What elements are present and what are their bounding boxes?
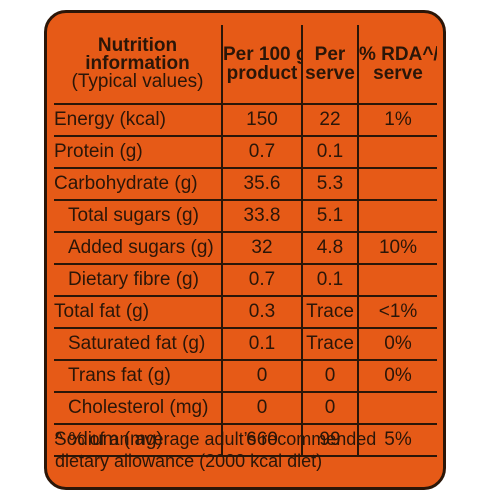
per-serve-header-line1: Per [314, 44, 346, 65]
per-100g-header-line1: Per 100 g [223, 44, 302, 65]
rda-value [357, 167, 437, 201]
nutrient-name: Cholesterol (mg) [54, 391, 223, 425]
nutrition-panel: Nutrition information (Typical values) P… [44, 10, 446, 490]
nutrient-name: Trans fat (g) [54, 359, 223, 393]
rda-value: 10% [357, 231, 437, 265]
per-serve-value: 0 [301, 359, 359, 393]
table-row: Saturated fat (g) 0.1 Trace 0% [54, 327, 437, 361]
rda-value: 5% [357, 423, 437, 457]
header-information-line: information [85, 53, 190, 74]
nutrient-name: Carbohydrate (g) [54, 167, 223, 201]
nutrient-column-header: Nutrition information (Typical values) [54, 25, 223, 105]
nutrient-name: Sodium (mg) [54, 423, 223, 457]
per-100g-column-header: Per 100 g product [221, 25, 303, 105]
table-row: Added sugars (g) 32 4.8 10% [54, 231, 437, 265]
table-row: Total fat (g) 0.3 Trace <1% [54, 295, 437, 329]
rda-footnote: ^ % of an average adult’s recommended di… [55, 428, 439, 472]
per-100g-value: 150 [221, 103, 303, 137]
table-row: Carbohydrate (g) 35.6 5.3 [54, 167, 437, 201]
nutrient-name: Saturated fat (g) [54, 327, 223, 361]
header-nutrition-line: Nutrition [97, 35, 178, 56]
per-100g-value: 0.7 [221, 135, 303, 169]
rda-value: 1% [357, 103, 437, 137]
nutrient-name: Protein (g) [54, 135, 223, 169]
rda-value [357, 199, 437, 233]
header-typical-values-line: (Typical values) [71, 71, 204, 92]
per-serve-value: Trace [301, 295, 359, 329]
per-serve-value: 0.1 [301, 135, 359, 169]
rda-value: <1% [357, 295, 437, 329]
rda-value [357, 135, 437, 169]
table-header-row: Nutrition information (Typical values) P… [54, 25, 437, 105]
rda-value: 0% [357, 327, 437, 361]
per-100g-value: 32 [221, 231, 303, 265]
rda-value [357, 263, 437, 297]
nutrition-table: Nutrition information (Typical values) P… [54, 25, 437, 457]
per-serve-header-line2: serve [305, 63, 355, 84]
per-100g-value: 0.7 [221, 263, 303, 297]
per-serve-value: Trace [301, 327, 359, 361]
nutrient-name: Added sugars (g) [54, 231, 223, 265]
rda-header-line1: % RDA^/ [359, 44, 437, 65]
table-row: Dietary fibre (g) 0.7 0.1 [54, 263, 437, 297]
per-serve-value: 0 [301, 391, 359, 425]
per-serve-value: 5.1 [301, 199, 359, 233]
per-serve-value: 4.8 [301, 231, 359, 265]
table-row: Total sugars (g) 33.8 5.1 [54, 199, 437, 233]
per-serve-value: 5.3 [301, 167, 359, 201]
nutrient-name: Energy (kcal) [54, 103, 223, 137]
per-serve-value: 99 [301, 423, 359, 457]
table-row: Energy (kcal) 150 22 1% [54, 103, 437, 137]
nutrient-name: Dietary fibre (g) [54, 263, 223, 297]
per-serve-column-header: Per serve [301, 25, 359, 105]
rda-value [357, 391, 437, 425]
table-row: Trans fat (g) 0 0 0% [54, 359, 437, 393]
per-serve-value: 22 [301, 103, 359, 137]
per-100g-value: 0 [221, 391, 303, 425]
per-100g-value: 33.8 [221, 199, 303, 233]
per-100g-value: 0 [221, 359, 303, 393]
per-100g-header-line2: product [226, 63, 298, 84]
table-row: Cholesterol (mg) 0 0 [54, 391, 437, 425]
nutrient-name: Total sugars (g) [54, 199, 223, 233]
rda-header-line2: serve [373, 63, 423, 84]
footnote-line2: dietary allowance (2000 kcal diet) [55, 451, 323, 471]
rda-value: 0% [357, 359, 437, 393]
per-100g-value: 660 [221, 423, 303, 457]
rda-column-header: % RDA^/ serve [357, 25, 437, 105]
table-row: Protein (g) 0.7 0.1 [54, 135, 437, 169]
per-100g-value: 0.3 [221, 295, 303, 329]
per-100g-value: 35.6 [221, 167, 303, 201]
footnote-line1: ^ % of an average adult’s recommended [55, 429, 377, 449]
nutrient-name: Total fat (g) [54, 295, 223, 329]
per-serve-value: 0.1 [301, 263, 359, 297]
table-row: Sodium (mg) 660 99 5% [54, 423, 437, 457]
per-100g-value: 0.1 [221, 327, 303, 361]
